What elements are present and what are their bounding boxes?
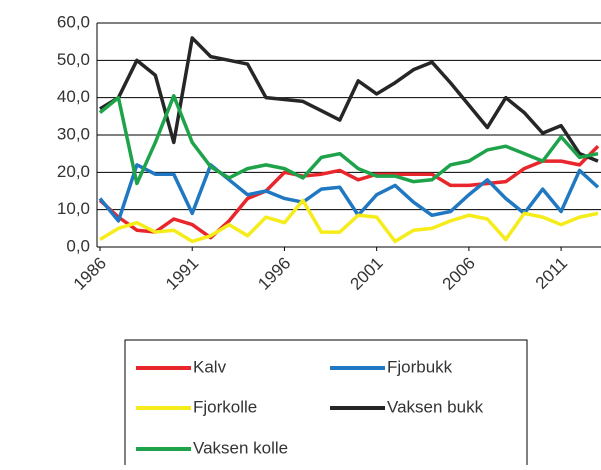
y-tick-label: 50,0 bbox=[57, 50, 90, 69]
series-line bbox=[98, 144, 600, 240]
legend-box bbox=[124, 339, 528, 470]
y-tick-label: 60,0 bbox=[57, 12, 90, 31]
legend-label: Fjorbukk bbox=[387, 357, 453, 376]
y-tick-label: 0,0 bbox=[66, 236, 90, 255]
series-line bbox=[99, 198, 599, 244]
x-tick-label: 2006 bbox=[439, 254, 479, 294]
y-tick-label: 10,0 bbox=[57, 199, 90, 218]
y-tick-label: 30,0 bbox=[57, 124, 90, 143]
x-tick-label: 1986 bbox=[70, 254, 110, 294]
legend-label: Vaksen bukk bbox=[387, 397, 484, 416]
legend-label: Kalv bbox=[193, 357, 227, 376]
x-tick-label: 1996 bbox=[254, 254, 294, 294]
y-tick-label: 20,0 bbox=[57, 162, 90, 181]
series-line bbox=[99, 36, 599, 163]
legend-label: Vaksen kolle bbox=[193, 438, 288, 457]
x-tick-label: 2011 bbox=[532, 254, 571, 293]
x-tick-label: 1991 bbox=[162, 254, 202, 294]
legend-label: Fjorkolle bbox=[193, 397, 257, 416]
x-tick-label: 2001 bbox=[346, 254, 386, 294]
series-line bbox=[98, 163, 600, 223]
y-tick-label: 40,0 bbox=[57, 87, 90, 106]
series-line bbox=[98, 94, 599, 186]
